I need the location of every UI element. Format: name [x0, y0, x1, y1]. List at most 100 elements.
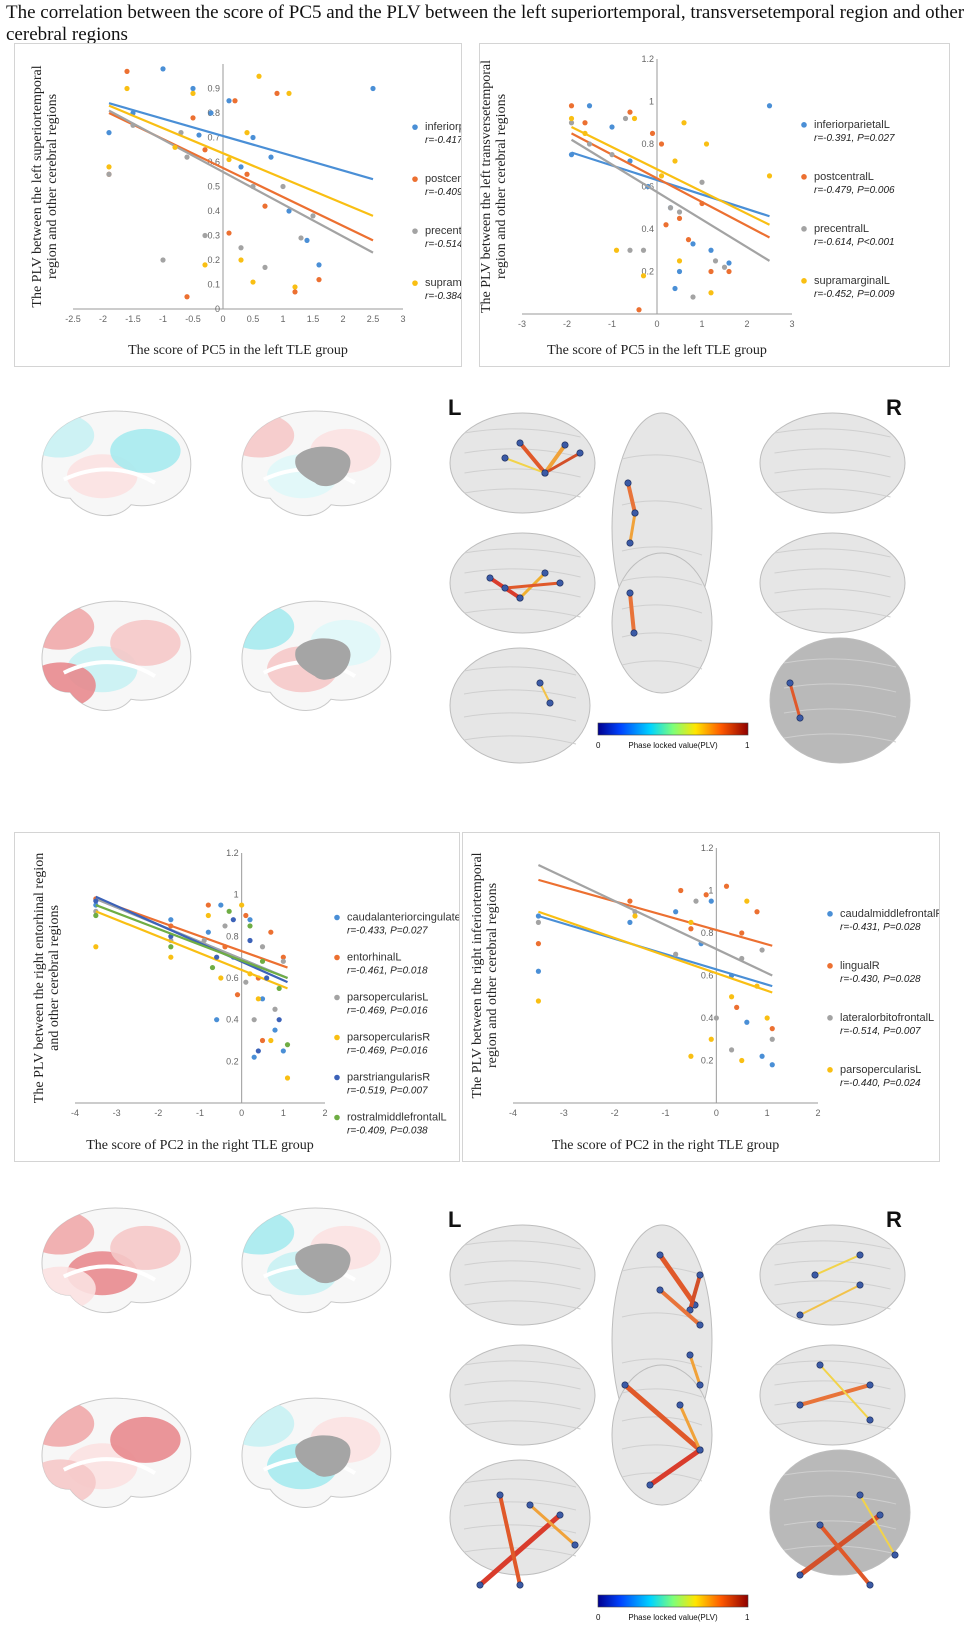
trend-line: [570, 132, 771, 239]
data-point: [769, 1036, 775, 1042]
surface-brain-medial-1: [241, 1207, 392, 1314]
node: [696, 1381, 704, 1389]
data-point: [640, 273, 647, 279]
data-point: [93, 944, 99, 950]
data-point: [268, 929, 274, 935]
glass-brain-gyrus: [774, 568, 891, 578]
trend-line: [537, 864, 773, 977]
data-point: [609, 124, 615, 130]
legend-label: parsopercularisL: [840, 1064, 921, 1076]
brain-region: [41, 1266, 96, 1311]
legend-marker: [801, 122, 807, 128]
glass-brain-outline: [759, 1224, 906, 1326]
brain-region: [41, 413, 95, 458]
data-point: [316, 277, 322, 283]
connection-edge: [818, 1523, 872, 1587]
connection-edge: [647, 1447, 703, 1488]
data-point: [250, 134, 256, 141]
glass-brain-left-lateral: [449, 1224, 596, 1326]
node: [856, 1251, 864, 1259]
node: [476, 1581, 484, 1589]
data-point: [255, 1048, 261, 1054]
x-tick-label: -3: [560, 1108, 568, 1118]
trend-line: [108, 104, 374, 217]
left-hemisphere-label: L: [448, 1207, 461, 1232]
legend-stat: r=-0.409, P=0.020: [425, 187, 461, 198]
data-point: [627, 919, 633, 925]
data-point: [124, 85, 130, 92]
y-tick-label: 0.8: [226, 931, 239, 941]
data-point: [726, 260, 732, 266]
chart-b: -3-2-101230.20.40.60.811.2inferiorpariet…: [479, 54, 895, 358]
node: [561, 441, 569, 449]
node: [516, 439, 524, 447]
y-tick-label: 0.2: [641, 267, 654, 277]
node: [796, 714, 804, 722]
data-point: [190, 85, 196, 92]
data-point: [259, 944, 266, 950]
y-tick-label: 0.9: [207, 84, 220, 94]
legend-stat: r=-0.409, P=0.038: [347, 1126, 428, 1137]
glass-brain-outline: [611, 552, 713, 694]
chart-panel-d: -4 -3 -2 -1 0 1 2 0.2 0.4 0.6 0.8 1 1.2 caudalmiddlef…: [462, 832, 943, 1162]
data-point: [658, 141, 665, 147]
x-tick-label: 1: [699, 319, 704, 329]
legend-label: entorhinalL: [347, 952, 401, 964]
colorbar: [597, 1594, 749, 1608]
glass-brain-gyrus: [783, 1495, 897, 1505]
glass-brain-gyrus: [621, 632, 703, 642]
x-tick-label: 0: [654, 319, 659, 329]
node: [536, 679, 544, 687]
data-point: [649, 130, 656, 136]
legend-label: lateralorbitofrontalL: [840, 1012, 934, 1024]
data-point: [106, 130, 112, 136]
legend-stat: r=-0.431, P=0.028: [840, 922, 921, 933]
data-point: [238, 245, 244, 251]
legend-label: postcentralL: [814, 171, 874, 183]
glass-brain-gyrus: [774, 548, 891, 558]
brain-sulcus: [62, 1264, 157, 1282]
colorbar-min: 0: [596, 1613, 601, 1622]
glass-brain-right-lateral: [759, 412, 906, 514]
legend-marker: [412, 228, 418, 234]
chart-d: -4 -3 -2 -1 0 1 2 0.2 0.4 0.6 0.8 1 1.2 caudalmiddlef…: [470, 843, 943, 1153]
data-point: [681, 120, 687, 126]
data-point: [178, 130, 184, 136]
trend-line: [571, 126, 770, 226]
glass-brain-outline: [759, 412, 906, 514]
glass-brain-left-medial: [449, 532, 596, 634]
node: [876, 1511, 884, 1519]
node: [631, 509, 639, 517]
y-axis-title: The PLV between the right entorhinal reg…: [32, 853, 62, 1103]
x-tick-label: 1.5: [307, 314, 320, 324]
glass-brain-left-lateral: [449, 412, 596, 514]
legend-label: inferiorparietalL: [425, 121, 461, 133]
x-tick-label: 3: [400, 314, 405, 324]
data-point: [208, 110, 214, 116]
data-point: [726, 268, 732, 275]
glass-brain-gyrus: [774, 1240, 891, 1250]
node: [556, 1511, 564, 1519]
node: [796, 1401, 804, 1409]
data-point: [723, 883, 730, 889]
data-point: [190, 115, 196, 121]
data-point: [766, 103, 773, 109]
data-point: [627, 247, 633, 253]
x-tick-label: -2: [154, 1108, 162, 1118]
data-point: [690, 294, 696, 300]
x-tick-label: 0.5: [247, 314, 260, 324]
brain-region: [41, 662, 96, 709]
connection-edge: [498, 1493, 522, 1587]
data-point: [268, 1037, 274, 1044]
data-point: [613, 247, 620, 253]
data-point: [693, 898, 699, 904]
x-tick-label: -2: [611, 1108, 619, 1118]
trend-line: [538, 878, 773, 947]
legend-marker: [827, 1067, 833, 1073]
y-tick-label: 0.8: [641, 139, 654, 149]
node: [496, 1491, 504, 1499]
y-tick-label: 0.8: [701, 928, 714, 938]
data-point: [632, 913, 638, 919]
data-point: [703, 892, 709, 898]
connection-edge: [799, 1284, 861, 1316]
